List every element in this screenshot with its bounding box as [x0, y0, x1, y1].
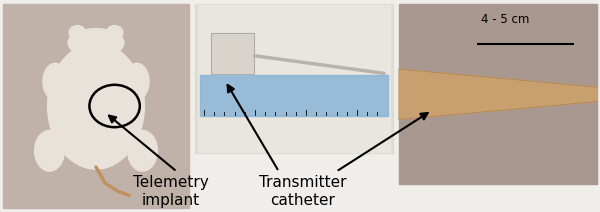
Ellipse shape — [125, 63, 149, 100]
Ellipse shape — [128, 130, 157, 171]
Text: Transmitter
catheter: Transmitter catheter — [259, 175, 347, 208]
Bar — [3, 4, 189, 208]
Ellipse shape — [68, 29, 124, 57]
Bar — [211, 33, 254, 74]
Ellipse shape — [43, 63, 67, 100]
Bar — [198, 5, 390, 152]
Ellipse shape — [106, 26, 123, 40]
Ellipse shape — [69, 26, 86, 40]
Ellipse shape — [47, 43, 145, 169]
Ellipse shape — [35, 130, 64, 171]
Bar — [211, 33, 254, 74]
Bar — [399, 4, 597, 184]
Bar — [195, 4, 393, 153]
Polygon shape — [399, 69, 597, 120]
Text: 4 - 5 cm: 4 - 5 cm — [481, 13, 529, 26]
Text: Telemetry
implant: Telemetry implant — [133, 175, 209, 208]
Bar — [200, 75, 388, 116]
